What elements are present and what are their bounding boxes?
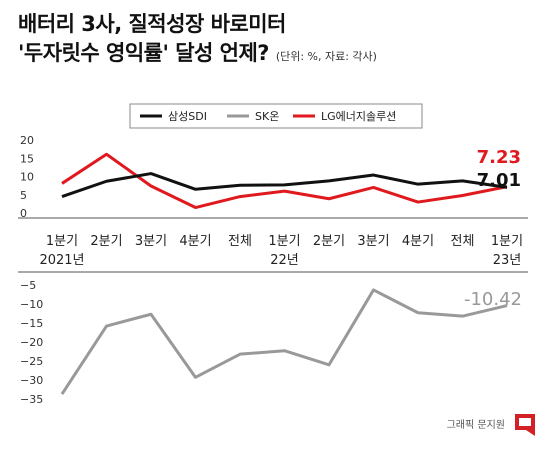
title-line-2: '두자릿수 영익률' 달성 언제? (단위: %, 자료: 각사)	[18, 39, 518, 71]
xtick-label: 전체	[228, 234, 252, 249]
xtick-label: 전체	[451, 234, 475, 249]
top-ytick-label: 0	[20, 207, 27, 220]
chart-header: 배터리 3사, 질적성장 바로미터 '두자릿수 영익률' 달성 언제? (단위:…	[18, 10, 518, 71]
legend-label-1: SK온	[255, 110, 279, 123]
xtick-label: 1분기	[268, 234, 300, 249]
series-line-1	[61, 152, 508, 210]
xtick-label: 2분기	[313, 234, 345, 249]
xtick-label: 4분기	[179, 234, 211, 249]
bottom-ytick-label: −5	[20, 279, 36, 292]
xtick-label: 3분기	[357, 234, 389, 249]
data-label-sk-last: -10.42	[464, 289, 522, 310]
legend-label-0: 삼성SDI	[168, 110, 207, 123]
bottom-chart: −5 −10 −15 −20 −25 −30 −35 -10.42	[20, 279, 522, 406]
series-line-0	[61, 172, 508, 198]
bottom-ytick-label: −30	[20, 374, 43, 387]
top-ytick-label: 15	[20, 152, 34, 165]
unit-note: (단위: %, 자료: 각사)	[275, 50, 377, 63]
year-label: 2021년	[39, 253, 84, 268]
publisher-logo-icon	[515, 414, 535, 436]
xtick-label: 2분기	[90, 234, 122, 249]
series-line-sk	[60, 288, 508, 395]
top-ytick-label: 5	[20, 189, 27, 202]
legend: 삼성SDI SK온 LG에너지솔루션	[129, 103, 423, 129]
legend-label-2: LG에너지솔루션	[321, 110, 396, 123]
bottom-ytick-label: −35	[20, 393, 43, 406]
bottom-ytick-label: −25	[20, 355, 43, 368]
title-line-1: 배터리 3사, 질적성장 바로미터	[18, 12, 286, 36]
bottom-ytick-label: −15	[20, 317, 43, 330]
top-ytick-label: 20	[20, 134, 34, 147]
year-label: 22년	[270, 253, 299, 268]
top-ytick-label: 10	[20, 171, 34, 184]
graphic-credit: 그래픽 문지원	[446, 420, 505, 431]
xtick-label: 1분기	[46, 234, 78, 249]
title-line-2-text: '두자릿수 영익률' 달성 언제?	[18, 41, 270, 65]
xtick-label: 3분기	[135, 234, 167, 249]
bottom-ytick-label: −10	[20, 298, 43, 311]
xtick-label: 4분기	[402, 234, 434, 249]
x-axis: 1분기 2분기 3분기 4분기 전체 1분기 2분기 3분기 4분기 전체 1분기 2021년 22년 2…	[18, 234, 528, 273]
xtick-label: 1분기	[491, 234, 523, 249]
year-label: 23년	[493, 253, 522, 268]
bottom-ytick-label: −20	[20, 336, 43, 349]
data-label-lg-last: 7.23	[477, 147, 521, 168]
top-chart: 0 5 10 15 20 7.237.01	[18, 134, 528, 220]
data-label-samsung-last: 7.01	[477, 170, 521, 191]
legend-box	[129, 103, 423, 129]
